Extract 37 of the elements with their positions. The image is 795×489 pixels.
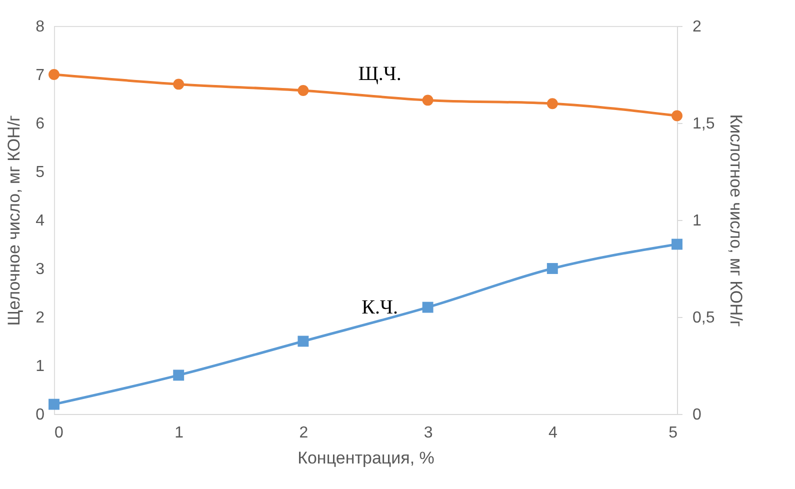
y-tick-label: 2 [36,310,45,326]
point [173,370,184,381]
y-tick-label: 3 [36,261,45,278]
y2-tick-label: 0 [692,406,702,424]
y-tick-label: 6 [36,116,45,132]
x-tick-label: 0 [54,424,64,442]
point [298,336,309,347]
y2-tick-label: 0,5 [692,310,715,326]
point [173,78,184,90]
y-tick-label: 7 [36,67,45,84]
point [48,69,60,80]
x-tick-label: 2 [299,424,308,442]
y-axis-title: Щелочное число, мг КОН/г [4,115,24,326]
x-axis-title: Концентрация, % [298,448,434,468]
y-tick-label: 8 [36,18,45,36]
x-tick-label: 3 [424,424,433,442]
point [48,398,60,410]
y2-tick-label: 2 [692,18,702,36]
y-tick-label: 4 [36,212,45,230]
point [422,94,434,106]
x-tick-label: 4 [548,424,558,442]
series-label: К.Ч. [362,296,398,318]
x-tick-label: 1 [174,424,184,442]
y2-tick-label: 1,5 [692,116,715,132]
point [298,85,309,96]
point [546,98,558,110]
y2-tick-label: 1 [692,212,702,230]
y2-axis-title: Кислотное число, мг КОН/г [726,114,746,327]
y-tick-label: 5 [36,164,45,181]
point [672,110,682,122]
point [672,238,682,250]
x-tick-label: 5 [668,424,678,442]
point [422,302,434,313]
y-tick-label: 0 [36,406,45,424]
series-label: Щ.Ч. [358,63,402,86]
point [546,263,558,274]
y-tick-label: 1 [36,358,45,375]
